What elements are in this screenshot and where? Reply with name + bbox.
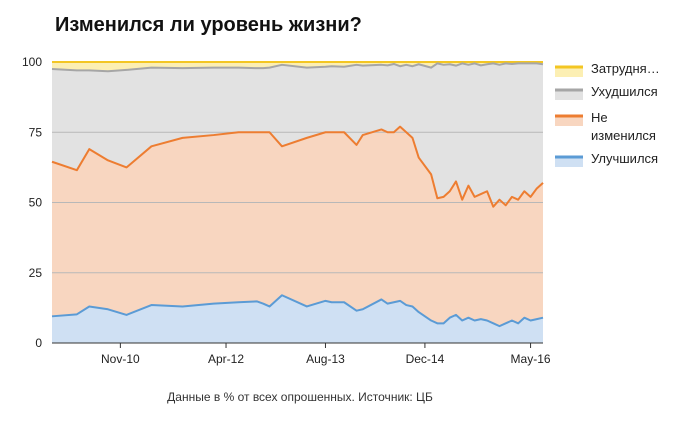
x-tick-label-0: Nov-10 [101,352,140,366]
x-tick-label-1: Apr-12 [208,352,244,366]
legend-label-0: Затрудня… [591,61,660,76]
chart-title: Изменился ли уровень жизни? [55,14,362,36]
y-tick-label-25: 25 [29,266,43,280]
x-tick-label-4: May-16 [511,352,551,366]
legend-label-2-0: Не [591,110,608,125]
x-tick-label-2: Aug-13 [306,352,345,366]
y-tick-label-100: 100 [22,55,42,69]
series-line-1 [51,125,544,208]
area-0 [52,295,543,343]
legend-swatch-fill-0 [555,67,583,77]
area-1 [52,126,543,327]
series-line-0 [51,294,544,328]
x-tick-label-3: Dec-14 [406,352,445,366]
y-tick-label-50: 50 [29,196,43,210]
legend-label-3: Улучшился [591,151,658,166]
legend-swatch-fill-2 [555,116,583,126]
legend-swatch-fill-3 [555,157,583,167]
y-tick-label-0: 0 [35,336,42,350]
area-2 [52,63,543,207]
legend-label-1: Ухудшился [591,84,658,99]
y-tick-label-75: 75 [29,125,43,139]
series-line-2 [51,62,544,73]
legend-label-2-1: изменился [591,128,656,143]
legend-swatch-fill-1 [555,90,583,100]
source-caption: Данные в % от всех опрошенных. Источник:… [167,390,433,404]
